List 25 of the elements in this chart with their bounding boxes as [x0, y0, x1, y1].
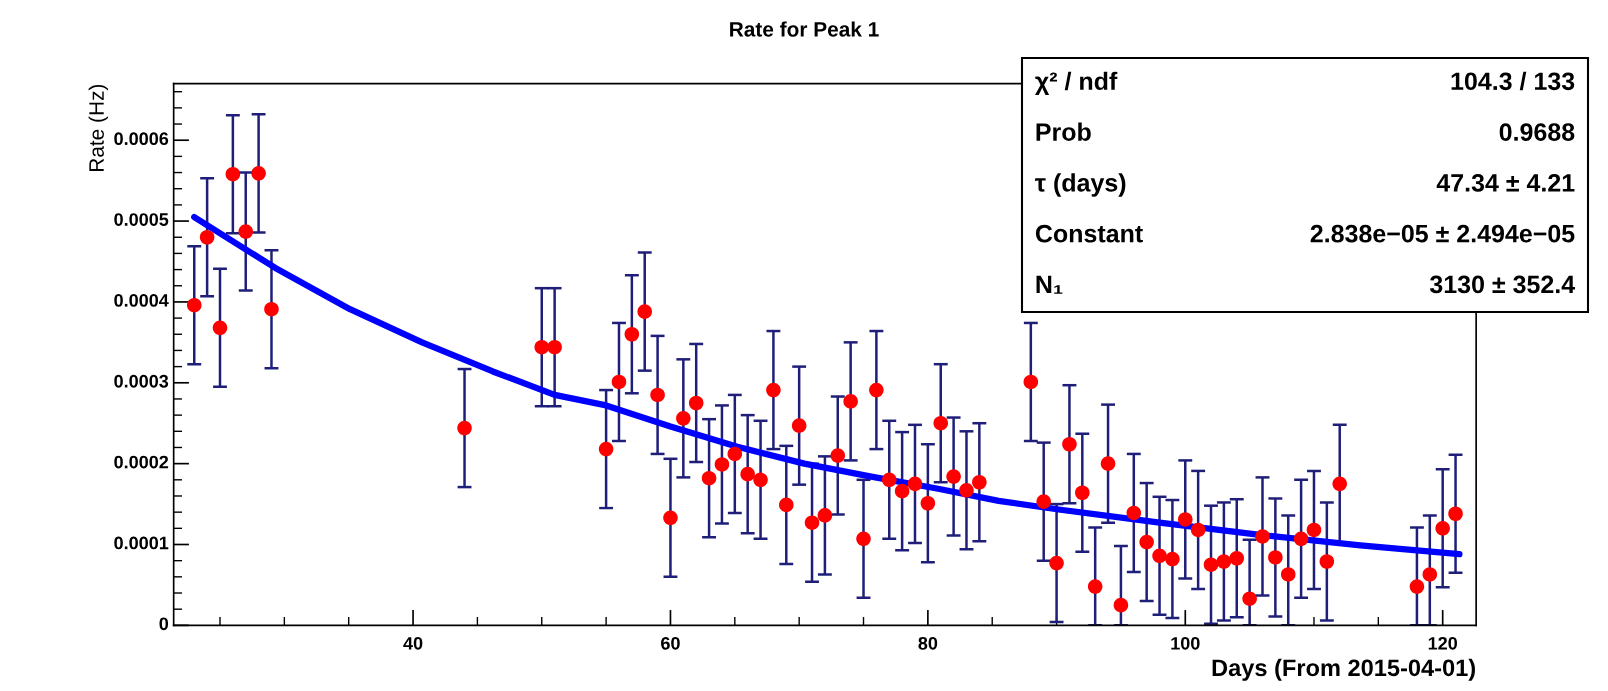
text: 0.9688 — [1499, 123, 1575, 141]
annotation: N₁ — [1036, 275, 1063, 294]
y-tick-label: 0.0002 — [114, 455, 169, 469]
annotation: Prob — [1036, 122, 1091, 141]
y-axis-title: Rate (Hz) — [88, 84, 109, 172]
annotation: τ (days) — [1035, 173, 1126, 197]
x-tick-label: 60 — [661, 636, 680, 650]
x-tick-label: 80 — [918, 636, 938, 650]
annotation: Constant — [1035, 224, 1143, 243]
x-axis-title: Days (From 2015-04-01) — [1212, 658, 1475, 681]
annotation: χ² / ndf — [1035, 71, 1118, 96]
y-tick-label: 0.0001 — [114, 536, 169, 550]
chart-title: Rate for Peak 1 — [730, 21, 879, 37]
annotation: 2.838e−05 ± 2.494e−05 — [1310, 224, 1575, 243]
y-tick-label: 0.0005 — [114, 213, 169, 226]
y-tick-label: 0.0004 — [114, 293, 169, 307]
y-tick-label: 0.0006 — [114, 132, 169, 146]
y-tick-label: 0.0003 — [114, 374, 169, 388]
annotation: 3130 ± 352.4 — [1429, 275, 1576, 294]
annotation: 104.3 / 133 — [1451, 71, 1575, 91]
y-tick-label: 0 — [159, 617, 169, 631]
x-tick-label: 40 — [403, 636, 423, 650]
annotation: 47.34 ± 4.21 — [1436, 174, 1575, 192]
x-tick-label: 100 — [1171, 636, 1200, 650]
x-tick-label: 120 — [1428, 636, 1458, 650]
